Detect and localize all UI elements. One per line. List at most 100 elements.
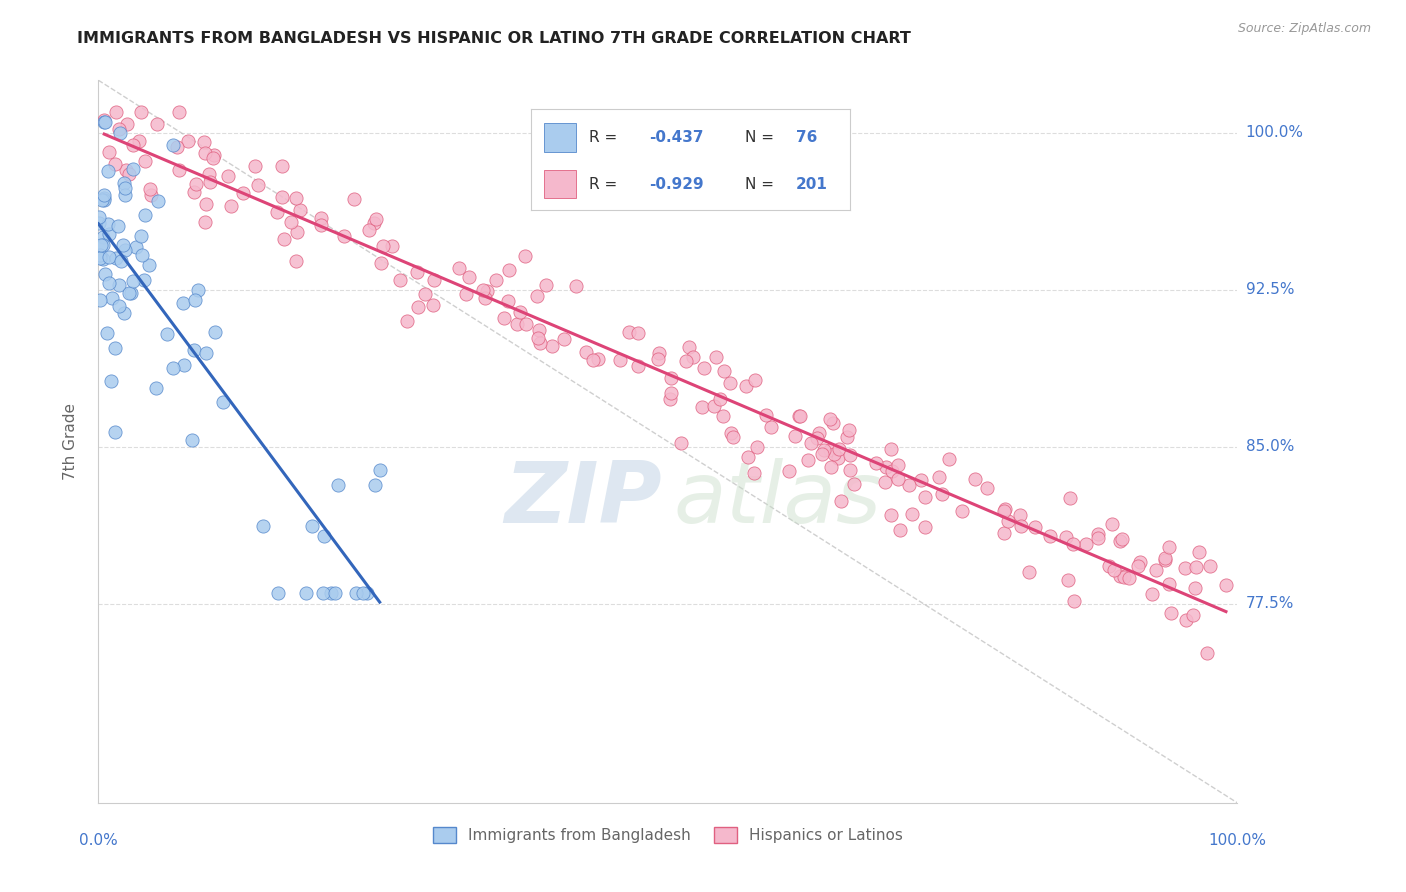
Point <box>713 364 735 378</box>
Point <box>1109 534 1132 549</box>
Point <box>914 490 936 504</box>
Point <box>742 467 765 481</box>
Point <box>472 284 495 298</box>
Point <box>800 436 823 450</box>
Point <box>818 412 841 426</box>
Point <box>363 216 385 230</box>
Point <box>184 293 207 308</box>
Point <box>754 408 776 422</box>
Point <box>827 442 849 456</box>
Point <box>194 197 217 211</box>
Point <box>706 350 728 364</box>
Point <box>312 586 335 600</box>
Point <box>711 409 734 424</box>
Text: 77.5%: 77.5% <box>1246 597 1294 611</box>
Point <box>89 211 111 225</box>
Point <box>198 167 221 181</box>
Point <box>162 361 184 376</box>
Point <box>1215 578 1237 592</box>
Point <box>202 152 225 166</box>
Point <box>553 332 575 346</box>
Point <box>813 442 835 457</box>
Y-axis label: 7th Grade: 7th Grade <box>63 403 77 480</box>
Point <box>271 159 294 173</box>
Point <box>90 237 112 252</box>
Point <box>541 338 564 352</box>
Point <box>183 343 205 358</box>
Point <box>280 215 302 229</box>
Point <box>117 167 139 181</box>
Point <box>1112 570 1135 584</box>
Point <box>1140 587 1163 601</box>
Point <box>112 306 135 320</box>
Point <box>139 187 162 202</box>
Point <box>129 228 152 243</box>
Point <box>89 293 111 307</box>
Point <box>187 283 209 297</box>
Point <box>627 326 650 340</box>
Point <box>721 430 744 444</box>
Point <box>108 122 131 136</box>
Point <box>778 465 800 479</box>
Point <box>97 163 120 178</box>
Point <box>997 514 1019 528</box>
Point <box>118 285 141 300</box>
Point <box>810 447 832 461</box>
Point <box>744 373 766 387</box>
Point <box>1184 581 1206 595</box>
Point <box>1129 555 1152 569</box>
Point <box>156 327 179 342</box>
Point <box>145 381 167 395</box>
Point <box>93 115 115 129</box>
Point <box>498 262 520 277</box>
Point <box>266 204 288 219</box>
Point <box>146 117 169 131</box>
Point <box>104 157 127 171</box>
Point <box>928 470 950 484</box>
Point <box>122 275 145 289</box>
Point <box>839 463 862 477</box>
Point <box>1154 553 1177 567</box>
Point <box>474 292 496 306</box>
Point <box>1018 565 1040 579</box>
Point <box>527 323 550 337</box>
Point <box>914 520 936 534</box>
Point <box>1185 559 1208 574</box>
Point <box>669 435 692 450</box>
Point <box>252 518 274 533</box>
Text: 100.0%: 100.0% <box>1246 125 1303 140</box>
Point <box>370 256 392 270</box>
Point <box>720 425 742 440</box>
Point <box>309 211 332 225</box>
Point <box>690 400 713 414</box>
Point <box>108 299 131 313</box>
Point <box>506 318 529 332</box>
Point <box>994 502 1017 516</box>
Point <box>1104 563 1126 577</box>
Point <box>356 586 378 600</box>
Point <box>575 345 598 359</box>
Point <box>718 376 741 390</box>
Point <box>373 239 395 253</box>
Point <box>1174 614 1197 628</box>
Point <box>368 463 391 477</box>
Point <box>128 134 150 148</box>
Point <box>1054 530 1077 544</box>
Point <box>875 475 897 490</box>
Point <box>993 526 1015 541</box>
Point <box>169 104 191 119</box>
Point <box>195 346 218 360</box>
Point <box>108 126 131 140</box>
Point <box>787 409 810 424</box>
Point <box>273 232 295 246</box>
Point <box>219 199 242 213</box>
Point <box>496 294 519 309</box>
Point <box>675 354 697 368</box>
Point <box>114 181 136 195</box>
Point <box>1174 560 1197 574</box>
Point <box>527 331 550 345</box>
Point <box>839 448 862 462</box>
Point <box>108 277 131 292</box>
Point <box>285 225 308 239</box>
Point <box>91 252 114 266</box>
